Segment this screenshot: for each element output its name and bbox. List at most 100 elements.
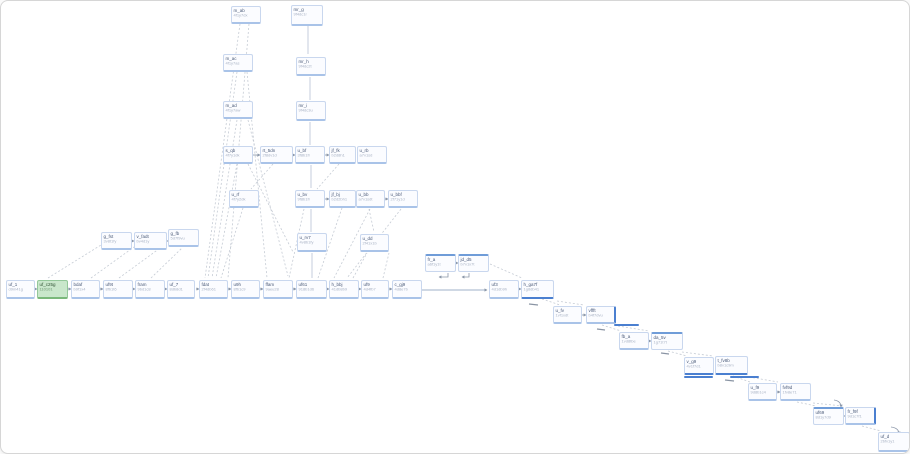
- graph-node-n47[interactable]: uf69 8d1y7d9: [813, 407, 844, 425]
- graph-node-n12[interactable]: u_rf 4f7y2dk: [229, 190, 259, 208]
- node-title: u_rv7: [299, 235, 311, 240]
- node-title: jd_d5: [460, 257, 472, 262]
- graph-node-n1[interactable]: m_ab 4f1y7dx: [231, 6, 261, 24]
- graph-node-n4[interactable]: mr_g 9f4dc1r: [291, 5, 323, 26]
- node-subtitle: 1vd8tbe: [621, 339, 636, 344]
- graph-node-n11[interactable]: u_rb a7v1sd: [357, 146, 387, 164]
- graph-node-n43[interactable]: v_g9 4v1f7d1: [684, 357, 714, 375]
- graph-node-n2[interactable]: m_ac 4f1y7as: [223, 54, 253, 72]
- graph-node-n23[interactable]: jd_d5 b7v1x7t: [458, 254, 489, 272]
- node-subtitle: a6f1y1t: [427, 262, 441, 267]
- graph-node-n28[interactable]: fram 9bd1c8: [135, 280, 165, 299]
- graph-node-n15[interactable]: u_bb a7v1sdt: [356, 190, 385, 208]
- node-subtitle: 4d1db9h: [491, 287, 508, 292]
- node-subtitle: b9f1x4: [73, 287, 86, 292]
- graph-node-n40[interactable]: vffft b4f7dvu: [586, 306, 616, 324]
- graph-node-n42[interactable]: da_5v 1g71t7t: [651, 332, 683, 350]
- graph-node-n18[interactable]: v_fadt bv4d1y: [134, 232, 167, 250]
- graph-node-n35[interactable]: uf9 4d4fb7: [361, 280, 389, 299]
- node-subtitle: 4f7y1dk: [225, 153, 240, 158]
- edge-dashed: [667, 350, 688, 357]
- node-title: uf_7: [169, 282, 179, 287]
- node-subtitle: 9f4dc3u: [298, 108, 313, 113]
- graph-node-content: u9h 8fb1c9: [232, 281, 259, 293]
- graph-node-n20[interactable]: u_rv7 4v8b1fy: [297, 233, 327, 252]
- node-subtitle: 4v8b1fy: [299, 240, 314, 245]
- graph-node-content: uf_d 2bfv1y1: [879, 433, 909, 445]
- graph-node-content: s_qb 4f7y1dk: [224, 147, 252, 159]
- graph-node-n46[interactable]: fvf9d 1fv8e71: [780, 383, 811, 401]
- graph-node-n22[interactable]: fr_a a6f1y1t: [425, 254, 456, 272]
- graph-node-n38[interactable]: h_ga7f 1g8db41: [521, 280, 554, 299]
- node-title: u_bbf: [390, 192, 402, 197]
- graph-node-n9[interactable]: u_bf 3f8b1fr: [295, 146, 325, 164]
- graph-node-n44[interactable]: t_fv8b b8v1c9m: [715, 356, 748, 375]
- elbow-connector: [438, 273, 449, 279]
- graph-node-n27[interactable]: uf9t 8fb1t6: [103, 280, 133, 299]
- graph-node-content: rt_5dn 2f8dv1d: [261, 147, 292, 159]
- graph-node-n37[interactable]: uf3 4d1db9h: [489, 280, 519, 299]
- node-subtitle: 4f7y2dk: [231, 197, 246, 202]
- blue-accent-bar: [614, 324, 639, 326]
- node-subtitle: 9f4dc1r: [293, 12, 307, 17]
- graph-node-content: fb_a 1vd8tbe: [620, 333, 648, 345]
- graph-node-n8[interactable]: rt_5dn 2f8dv1d: [260, 146, 293, 164]
- node-title: fvf9d: [782, 385, 793, 390]
- graph-node-n32[interactable]: ffam 9aeu28: [263, 280, 293, 299]
- node-title: da_5v: [653, 335, 666, 340]
- node-subtitle: 4f1y7as: [225, 61, 240, 66]
- node-subtitle: b4f7dvu: [588, 313, 603, 318]
- node-title: uf69: [815, 410, 825, 415]
- graph-node-n16[interactable]: u_bbf 2f71y1d: [388, 190, 418, 208]
- graph-node-n14[interactable]: jf_bj b2d2bh1: [329, 190, 356, 208]
- graph-node-n29[interactable]: uf_7 8db8d1: [167, 280, 195, 299]
- graph-node-n30[interactable]: fdat 2f4db61: [199, 280, 228, 299]
- graph-node-n33[interactable]: uf61 918b1d6: [296, 280, 327, 299]
- graph-node-n39[interactable]: u_fv 1vf1xdt: [553, 306, 582, 324]
- graph-node-n45[interactable]: u_f9 9d8b1c4: [748, 383, 777, 401]
- node-title: fram: [137, 282, 147, 287]
- blue-accent-bar: [684, 376, 713, 378]
- graph-node-content: m_ac 4f1y7as: [224, 55, 252, 67]
- edge-dashed: [247, 163, 294, 253]
- graph-node-n10[interactable]: jf_fk b2d8h1: [329, 146, 356, 164]
- graph-node-content: u_bf 3f8b1fr: [296, 147, 324, 159]
- graph-node-n48[interactable]: fr_f9f 9d1c7f1: [845, 407, 876, 425]
- edge-dashed: [681, 351, 714, 357]
- graph-node-content: uf9t 8fb1t6: [104, 281, 132, 293]
- graph-node-content: u_rf 4f7y2dk: [230, 191, 258, 203]
- node-title: h_ga7f: [523, 282, 538, 287]
- graph-node-content: v_g9 4v1f7d1: [685, 358, 713, 370]
- graph-node-n34[interactable]: h_bbj 41db8b9: [329, 280, 359, 299]
- graph-node-n25[interactable]: uf_c25g 110101: [37, 280, 68, 299]
- node-title: uf9t: [105, 282, 114, 287]
- graph-node-n3[interactable]: m_ad 4f1y7aw: [223, 101, 253, 119]
- node-title: u_f9: [750, 385, 760, 390]
- node-subtitle: a7v1sd: [359, 153, 373, 158]
- graph-node-n31[interactable]: u9h 8fb1c9: [231, 280, 260, 299]
- node-title: uf3: [491, 282, 498, 287]
- graph-node-n26[interactable]: bdaf b9f1x4: [71, 280, 100, 299]
- graph-node-content: g_fst 3v8t1fy: [102, 233, 131, 245]
- node-subtitle: 4f1y7dx: [233, 13, 248, 18]
- graph-node-content: u_bv 9f8b1fr: [296, 191, 324, 203]
- node-subtitle: 1g71t7t: [653, 340, 667, 345]
- graph-node-n5[interactable]: mr_h 9f4dc2t: [296, 57, 326, 76]
- graph-node-n19[interactable]: g_fb 5d7f9vu: [168, 229, 199, 247]
- node-subtitle: d9m41g: [8, 287, 23, 292]
- graph-node-n36[interactable]: c_gj9 4d8e7b: [392, 280, 422, 299]
- graph-node-n49[interactable]: uf_d 2bfv1y1: [878, 432, 909, 452]
- graph-node-n41[interactable]: fb_a 1vd8tbe: [619, 332, 649, 350]
- graph-node-n13[interactable]: u_bv 9f8b1fr: [295, 190, 325, 208]
- graph-node-n7[interactable]: s_qb 4f7y1dk: [223, 146, 253, 164]
- graph-node-n17[interactable]: g_fst 3v8t1fy: [101, 232, 132, 250]
- graph-node-n6[interactable]: mr_i 9f4dc3u: [296, 101, 326, 121]
- node-subtitle: 4d4fb7: [363, 287, 376, 292]
- node-subtitle: 2f8dv1d: [262, 153, 277, 158]
- graph-node-content: m_ad 4f1y7aw: [224, 102, 252, 114]
- graph-node-n21[interactable]: u_dd 2f41x1b: [360, 234, 389, 252]
- graph-node-n24[interactable]: uf_1 d9m41g: [6, 280, 35, 299]
- node-title: h_bbj: [331, 282, 343, 287]
- graph-node-content: fr_f9f 9d1c7f1: [846, 408, 874, 420]
